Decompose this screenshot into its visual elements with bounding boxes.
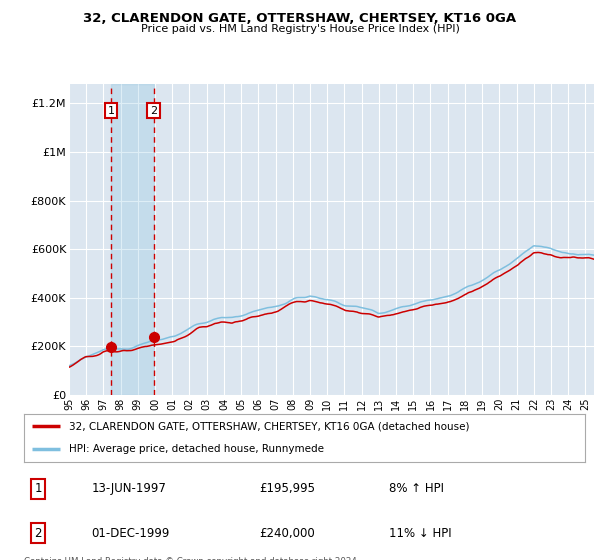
- Text: 01-DEC-1999: 01-DEC-1999: [91, 527, 170, 540]
- Text: 8% ↑ HPI: 8% ↑ HPI: [389, 482, 443, 495]
- Text: HPI: Average price, detached house, Runnymede: HPI: Average price, detached house, Runn…: [69, 444, 324, 454]
- Text: Contains HM Land Registry data © Crown copyright and database right 2024.
This d: Contains HM Land Registry data © Crown c…: [24, 557, 359, 560]
- Text: 1: 1: [34, 482, 42, 495]
- Text: 11% ↓ HPI: 11% ↓ HPI: [389, 527, 451, 540]
- Text: £195,995: £195,995: [260, 482, 316, 495]
- Text: 2: 2: [34, 527, 42, 540]
- Text: 32, CLARENDON GATE, OTTERSHAW, CHERTSEY, KT16 0GA (detached house): 32, CLARENDON GATE, OTTERSHAW, CHERTSEY,…: [69, 421, 469, 431]
- Text: 2: 2: [150, 106, 157, 116]
- Text: £240,000: £240,000: [260, 527, 316, 540]
- Text: Price paid vs. HM Land Registry's House Price Index (HPI): Price paid vs. HM Land Registry's House …: [140, 24, 460, 34]
- Text: 32, CLARENDON GATE, OTTERSHAW, CHERTSEY, KT16 0GA: 32, CLARENDON GATE, OTTERSHAW, CHERTSEY,…: [83, 12, 517, 25]
- Text: 13-JUN-1997: 13-JUN-1997: [91, 482, 166, 495]
- Bar: [111, 84, 154, 395]
- Text: 1: 1: [107, 106, 115, 116]
